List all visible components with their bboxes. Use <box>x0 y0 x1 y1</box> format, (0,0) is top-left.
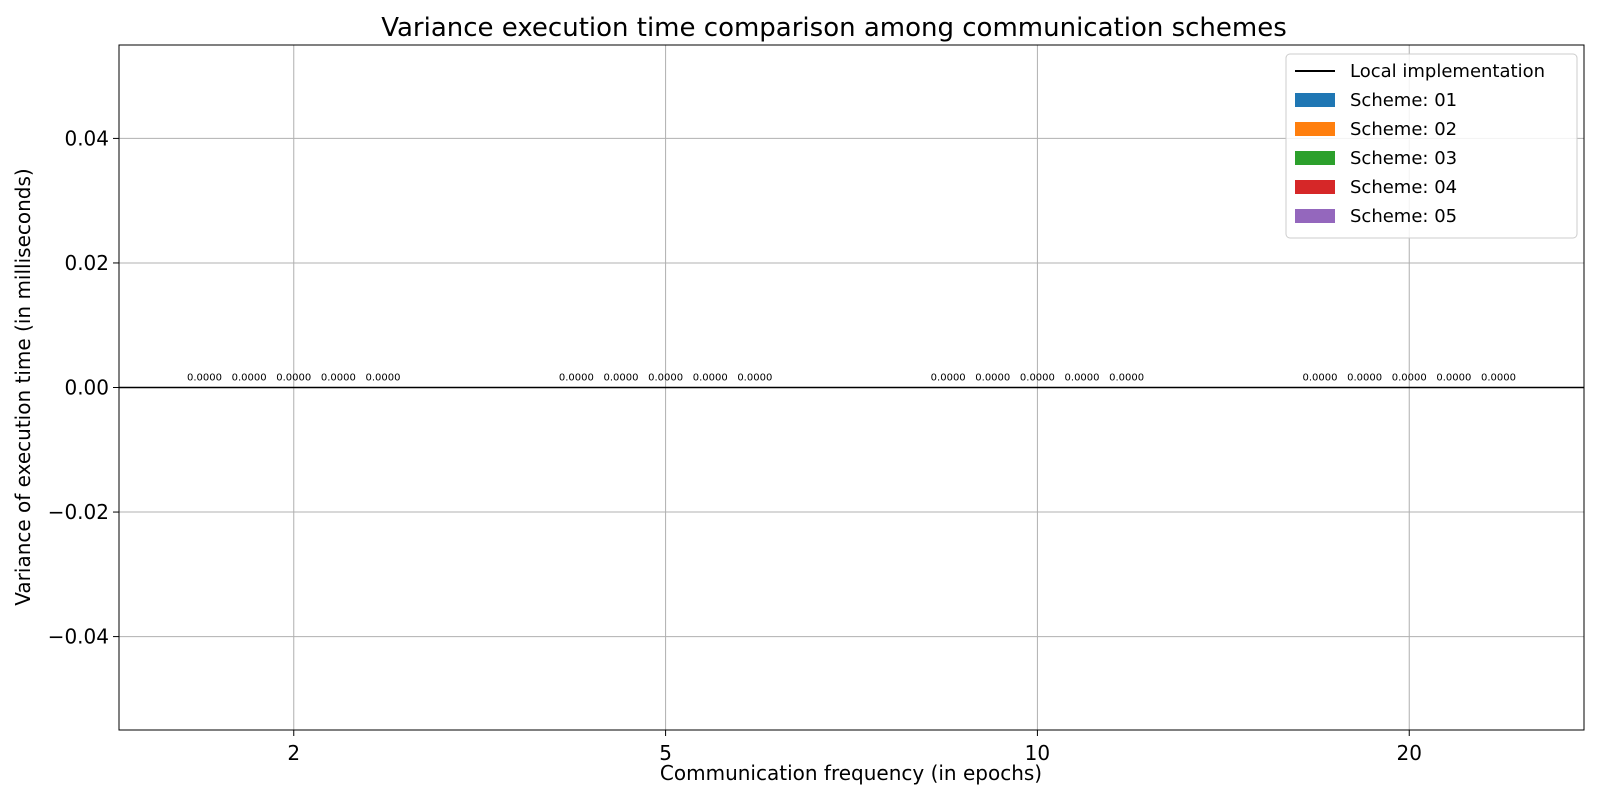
bar-value-label: 0.0000 <box>1065 373 1100 384</box>
x-tick-label: 20 <box>1397 741 1422 765</box>
legend-label: Local implementation <box>1350 61 1545 82</box>
y-tick-label: −0.04 <box>48 625 109 649</box>
bar-value-label: 0.0000 <box>737 373 772 384</box>
bar-value-label: 0.0000 <box>931 373 966 384</box>
bar-value-label: 0.0000 <box>321 373 356 384</box>
legend-swatch <box>1295 151 1335 165</box>
bar-value-label: 0.0000 <box>1392 373 1427 384</box>
y-tick-label: 0.02 <box>64 251 109 275</box>
y-axis: −0.04 −0.02 0.00 0.02 0.04 <box>48 126 119 649</box>
x-axis: 2 5 10 20 <box>287 730 1422 765</box>
legend-swatch <box>1295 93 1335 107</box>
y-axis-label: Variance of execution time (in milliseco… <box>11 168 35 605</box>
legend-label: Scheme: 04 <box>1350 177 1457 198</box>
bar-value-label: 0.0000 <box>603 373 638 384</box>
legend-swatch <box>1295 122 1335 136</box>
y-tick-label: 0.00 <box>64 376 109 400</box>
bar-value-label: 0.0000 <box>1020 373 1055 384</box>
bar-value-label: 0.0000 <box>693 373 728 384</box>
x-axis-label: Communication frequency (in epochs) <box>660 761 1042 785</box>
legend-swatch <box>1295 209 1335 223</box>
bar-value-label: 0.0000 <box>1436 373 1471 384</box>
legend-label: Scheme: 03 <box>1350 148 1457 169</box>
legend-label: Scheme: 01 <box>1350 90 1457 111</box>
bar-value-label: 0.0000 <box>1303 373 1338 384</box>
legend-label: Scheme: 02 <box>1350 119 1457 140</box>
y-tick-label: −0.02 <box>48 500 109 524</box>
bar-value-label: 0.0000 <box>559 373 594 384</box>
x-tick-label: 10 <box>1025 741 1050 765</box>
bar-value-label: 0.0000 <box>365 373 400 384</box>
legend: Local implementation Scheme: 01 Scheme: 02… <box>1285 53 1578 239</box>
bar-value-label: 0.0000 <box>1481 373 1516 384</box>
chart-title: Variance execution time comparison among… <box>381 13 1287 43</box>
bar-value-label: 0.0000 <box>276 373 311 384</box>
legend-swatch <box>1295 180 1335 194</box>
y-tick-label: 0.04 <box>64 126 109 150</box>
bar-value-label: 0.0000 <box>975 373 1010 384</box>
data-labels: 0.0000 0.0000 0.0000 0.0000 0.0000 0.0000 0.00… <box>187 373 1516 384</box>
legend-box <box>1285 53 1578 239</box>
legend-label: Scheme: 05 <box>1350 206 1457 227</box>
bar-value-label: 0.0000 <box>1347 373 1382 384</box>
bar-value-label: 0.0000 <box>187 373 222 384</box>
x-tick-label: 5 <box>659 741 672 765</box>
x-tick-label: 2 <box>287 741 300 765</box>
bar-value-label: 0.0000 <box>1109 373 1144 384</box>
bar-value-label: 0.0000 <box>648 373 683 384</box>
bar-value-label: 0.0000 <box>232 373 267 384</box>
